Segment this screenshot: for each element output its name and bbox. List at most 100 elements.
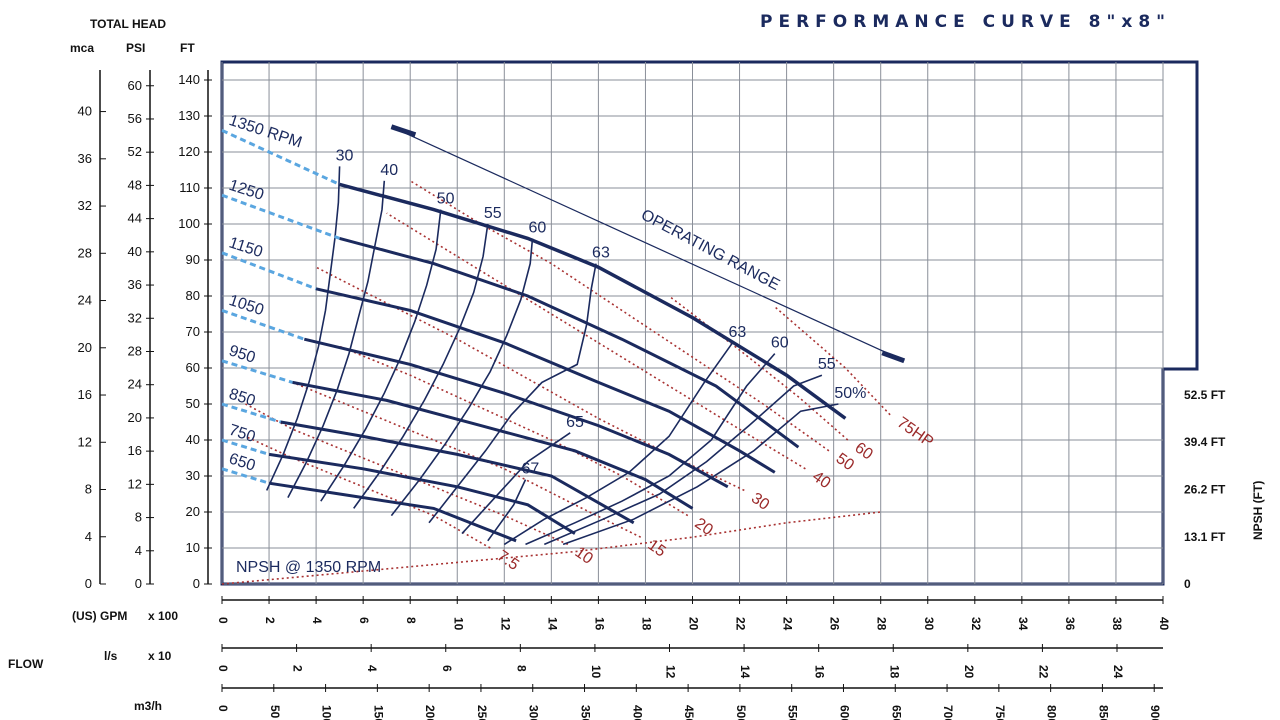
psi-tick-label: 52 (128, 144, 142, 159)
x-tick-label: 2 (263, 617, 277, 624)
efficiency-line-label: 60 (771, 335, 789, 352)
x-tick-label: 6 (357, 617, 371, 624)
efficiency-line-label: 50 (437, 191, 455, 208)
x-unit-gpm: (US) GPM (72, 609, 127, 623)
efficiency-line-label: 55 (818, 356, 836, 373)
chart-title: PERFORMANCE CURVE 8"x8" (760, 12, 1171, 32)
mca-tick-label: 0 (85, 576, 92, 591)
psi-tick-label: 24 (128, 377, 142, 392)
x-tick-label: 900 (1148, 705, 1162, 720)
x-tick-label: 28 (875, 617, 889, 631)
x-tick-label: 0 (216, 617, 230, 624)
x-tick-label: 8 (404, 617, 418, 624)
ft-tick-label: 30 (186, 468, 200, 483)
x-tick-label: 10 (589, 665, 603, 679)
x-tick-label: 16 (813, 665, 827, 679)
mca-tick-label: 24 (78, 293, 92, 308)
chart-frame (220, 60, 1199, 586)
mca-tick-label: 12 (78, 434, 92, 449)
efficiency-line (461, 432, 571, 535)
x-tick-label: 650 (889, 705, 903, 720)
head-curve-dashed (221, 359, 294, 384)
x-tick-label: 800 (1045, 705, 1059, 720)
head-curve (268, 481, 517, 543)
head-curve-dashed (221, 308, 305, 341)
npsh-tick-label: 39.4 FT (1184, 435, 1226, 449)
efficiency-line (265, 166, 341, 491)
x-tick-label: 750 (993, 705, 1007, 720)
x-tick-label: 400 (630, 705, 644, 720)
ft-tick-label: 20 (186, 504, 200, 519)
x-tick-label: 24 (781, 617, 795, 631)
psi-tick-label: 36 (128, 277, 142, 292)
head-curve (292, 380, 694, 510)
mca-tick-label: 40 (78, 104, 92, 119)
power-line-label: 30 (748, 490, 772, 514)
x-tick-label: 12 (498, 617, 512, 631)
npsh-tick-label: 13.1 FT (1184, 530, 1226, 544)
psi-tick-label: 60 (128, 78, 142, 93)
head-curve-dashed (221, 129, 341, 186)
head-curve-label: 650 (227, 450, 258, 474)
ft-tick-label: 90 (186, 252, 200, 267)
efficiency-line (390, 238, 534, 517)
x-tick-label: 250 (475, 705, 489, 720)
x-mult-ls: x 10 (148, 649, 172, 663)
ft-tick-label: 0 (193, 576, 200, 591)
npsh-tick-label: 0 (1184, 577, 1191, 591)
x-tick-label: 450 (682, 705, 696, 720)
psi-tick-label: 48 (128, 177, 142, 192)
psi-tick-label: 56 (128, 111, 142, 126)
head-curve (303, 337, 729, 489)
head-curve (339, 182, 847, 420)
x-tick-label: 100 (320, 705, 334, 720)
x-tick-label: 4 (310, 617, 324, 624)
operating-range-cap (881, 350, 906, 364)
mca-tick-label: 28 (78, 245, 92, 260)
ft-tick-label: 50 (186, 396, 200, 411)
npsh-tick-label: 26.2 FT (1184, 483, 1226, 497)
efficiency-line (287, 180, 386, 498)
x-tick-label: 34 (1016, 617, 1030, 631)
x-tick-label: 40 (1157, 617, 1171, 631)
ft-tick-label: 100 (178, 216, 200, 231)
x-tick-label: 14 (738, 665, 752, 679)
x-tick-label: 6 (440, 665, 454, 672)
head-curve-dashed (221, 467, 270, 485)
operating-range-label: OPERATING RANGE (638, 207, 782, 294)
efficiency-line (428, 263, 597, 524)
x-tick-label: 0 (216, 665, 230, 672)
mca-tick-label: 36 (78, 151, 92, 166)
x-tick-label: 850 (1096, 705, 1110, 720)
power-line-label: 7.5 (494, 547, 522, 574)
x-tick-label: 4 (365, 665, 379, 672)
head-curve (280, 420, 635, 525)
psi-tick-label: 20 (128, 410, 142, 425)
efficiency-line (353, 223, 489, 509)
x-tick-label: 26 (828, 617, 842, 631)
head-curve (268, 452, 576, 535)
efficiency-line-label: 55 (484, 205, 502, 222)
efficiency-line (543, 374, 823, 546)
x-unit-m3h: m3/h (134, 699, 162, 713)
efficiency-line (525, 353, 776, 546)
power-line (315, 266, 745, 492)
ft-tick-label: 130 (178, 108, 200, 123)
x-tick-label: 18 (639, 617, 653, 631)
npsh-axis-label: NPSH (FT) (1251, 481, 1265, 540)
x-tick-label: 16 (592, 617, 606, 631)
y-header: TOTAL HEAD (90, 17, 166, 31)
ft-tick-label: 60 (186, 360, 200, 375)
x-tick-label: 10 (451, 617, 465, 631)
efficiency-line-label: 40 (380, 162, 398, 179)
efficiency-line-label: 60 (529, 219, 547, 236)
x-mult-gpm: x 100 (148, 609, 178, 623)
head-curve-label: 850 (227, 386, 258, 410)
power-line-label: 20 (692, 515, 716, 539)
psi-tick-label: 12 (128, 476, 142, 491)
x-tick-label: 20 (962, 665, 976, 679)
labels-layer: 0102030405060708090100110120130140048121… (72, 72, 1265, 720)
x-tick-label: 300 (527, 705, 541, 720)
psi-tick-label: 32 (128, 310, 142, 325)
psi-tick-label: 28 (128, 343, 142, 358)
